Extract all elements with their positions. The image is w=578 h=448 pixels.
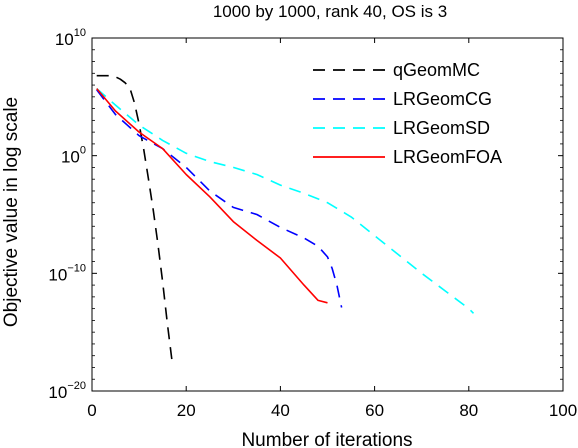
x-tick-label: 0 [87, 401, 96, 420]
legend-label: LRGeomSD [393, 118, 490, 138]
series-line-lrgeomsd [96, 87, 475, 314]
chart-title: 1000 by 1000, rank 40, OS is 3 [213, 2, 447, 21]
y-tick-label: 100 [61, 145, 86, 167]
x-tick-label: 40 [271, 401, 290, 420]
plot-area: 0 20 40 60 80 100 1010 100 10−10 10−20 qGeomMC LRGe… [48, 27, 577, 420]
legend-label: LRGeomFOA [393, 147, 502, 167]
y-axis-label: Objective value in log scale [1, 97, 22, 327]
y-tick-label: 1010 [55, 27, 86, 49]
y-tick-label: 10−10 [48, 262, 86, 284]
legend-label: qGeomMC [393, 60, 480, 80]
series-line-lrgeomcg [96, 89, 343, 308]
series-line-lrgeomfoa [96, 88, 328, 304]
y-tick-label: 10−20 [48, 380, 86, 402]
legend: qGeomMC LRGeomCG LRGeomSD LRGeomFOA [313, 60, 502, 167]
x-axis-label: Number of iterations [241, 430, 412, 448]
x-tick-label: 20 [177, 401, 196, 420]
series-line-qgeommc [96, 74, 173, 362]
x-tick-label: 80 [459, 401, 478, 420]
legend-label: LRGeomCG [393, 89, 492, 109]
x-tick-label: 100 [549, 401, 577, 420]
x-tick-label: 60 [365, 401, 384, 420]
axes-box [91, 37, 564, 392]
